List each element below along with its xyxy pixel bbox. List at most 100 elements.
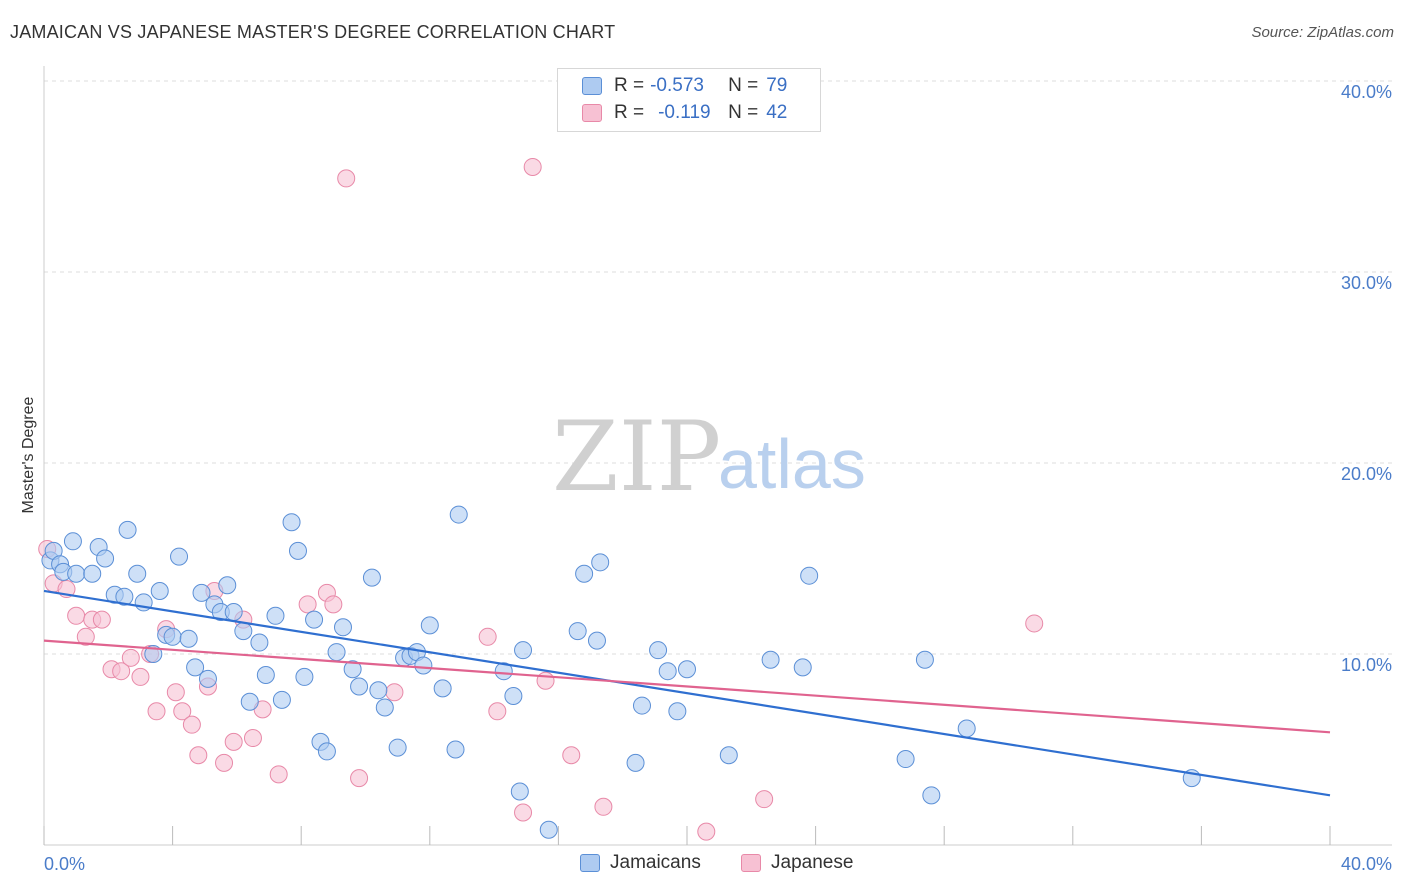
chart-source: Source: ZipAtlas.com <box>1251 24 1394 41</box>
series-japanese-points <box>38 157 1044 841</box>
japanese-point <box>92 610 111 629</box>
japanese-point <box>182 715 201 734</box>
jamaicans-point <box>266 606 285 625</box>
axes <box>43 66 1392 846</box>
legend-swatch-japanese <box>741 854 761 872</box>
japanese-point <box>215 753 234 772</box>
jamaicans-point <box>591 553 610 572</box>
x-tick-labels: 0.0% 40.0% <box>44 854 1392 874</box>
jamaicans-point <box>250 633 269 652</box>
jamaicans-point <box>761 650 780 669</box>
jamaicans-point <box>186 658 205 677</box>
jamaicans-point <box>305 610 324 629</box>
legend-item-jamaicans[interactable]: Jamaicans <box>580 852 701 874</box>
japanese-point <box>131 667 150 686</box>
jamaicans-point <box>179 629 198 648</box>
legend-r-label: R = <box>614 75 645 96</box>
jamaicans-point <box>170 547 189 566</box>
jamaicans-point <box>224 602 243 621</box>
jamaicans-point <box>539 820 558 839</box>
jamaicans-point <box>369 681 388 700</box>
jamaicans-point <box>118 520 137 539</box>
japanese-point <box>189 746 208 765</box>
correlation-legend: R = -0.573 N = 79 R = -0.119 N = 42 <box>557 68 821 132</box>
japanese-point <box>478 627 497 646</box>
jamaicans-point <box>510 782 529 801</box>
japanese-point <box>224 732 243 751</box>
jamaicans-point <box>449 505 468 524</box>
jamaicans-point <box>922 786 941 805</box>
x-tick-label-max: 40.0% <box>1341 854 1392 874</box>
x-tick-label-min: 0.0% <box>44 854 85 874</box>
jamaicans-point <box>67 564 86 583</box>
legend-n-label: N = <box>728 102 759 123</box>
y-tick-label: 30.0% <box>1341 273 1392 293</box>
gridlines <box>44 80 1392 655</box>
japanese-point <box>523 157 542 176</box>
jamaicans-point <box>218 576 237 595</box>
jamaicans-point <box>282 513 301 532</box>
jamaicans-point <box>504 687 523 706</box>
jamaicans-point <box>63 532 82 551</box>
japanese-point <box>536 671 555 690</box>
jamaicans-point <box>626 753 645 772</box>
jamaicans-point <box>800 566 819 585</box>
jamaicans-point <box>288 541 307 560</box>
japanese-point <box>121 648 140 667</box>
jamaicans-point <box>915 650 934 669</box>
jamaicans-point <box>333 618 352 637</box>
japanese-point <box>385 683 404 702</box>
japanese-point <box>147 702 166 721</box>
y-tick-label: 40.0% <box>1341 82 1392 102</box>
jamaicans-point <box>678 660 696 679</box>
jamaicans-point <box>896 750 915 769</box>
jamaicans-point <box>362 568 381 587</box>
jamaicans-point <box>256 666 275 685</box>
jamaicans-point <box>327 643 346 662</box>
legend-label-jamaicans: Jamaicans <box>610 852 701 873</box>
chart-title: JAMAICAN VS JAPANESE MASTER'S DEGREE COR… <box>10 22 616 42</box>
jamaicans-point <box>668 702 687 721</box>
japanese-point <box>112 662 131 681</box>
series-jamaicans-points <box>41 505 1201 839</box>
jamaicans-point <box>128 564 147 583</box>
y-tick-label: 10.0% <box>1341 655 1392 675</box>
jamaicans-point <box>632 696 651 715</box>
trend-lines <box>43 589 1331 797</box>
trend-line-japanese <box>43 639 1331 734</box>
jamaicans-point <box>150 581 169 600</box>
legend-swatch-jamaicans <box>582 77 602 95</box>
jamaicans-point <box>649 641 668 660</box>
legend-swatch-jamaicans <box>580 854 600 872</box>
legend-r-value: -0.573 <box>650 75 704 96</box>
japanese-point <box>67 606 86 625</box>
japanese-point <box>594 797 613 816</box>
jamaicans-point <box>295 667 314 686</box>
y-tick-labels: 10.0% 20.0% 30.0% 40.0% <box>1341 82 1392 675</box>
jamaicans-point <box>240 692 259 711</box>
jamaicans-point <box>793 658 812 677</box>
jamaicans-point <box>719 746 738 765</box>
jamaicans-point <box>957 719 976 738</box>
jamaicans-point <box>375 698 394 717</box>
japanese-point <box>562 746 581 765</box>
jamaicans-point <box>433 679 452 698</box>
jamaicans-point <box>163 627 182 646</box>
legend-n-value: 79 <box>766 75 788 96</box>
legend-n-label: N = <box>728 75 759 96</box>
jamaicans-point <box>420 616 439 635</box>
jamaicans-point <box>414 656 433 675</box>
legend-row-jamaicans: R = -0.573 N = 79 <box>582 75 787 97</box>
japanese-point <box>298 595 317 614</box>
jamaicans-point <box>234 622 253 641</box>
jamaicans-point <box>272 690 291 709</box>
jamaicans-point <box>494 662 513 681</box>
japanese-point <box>243 729 262 748</box>
jamaicans-point <box>388 738 407 757</box>
y-axis-label: Master's Degree <box>20 396 37 513</box>
japanese-point <box>76 627 95 646</box>
japanese-point <box>269 765 288 784</box>
legend-item-japanese[interactable]: Japanese <box>741 852 853 874</box>
jamaicans-point <box>96 549 115 568</box>
jamaicans-point <box>83 564 102 583</box>
